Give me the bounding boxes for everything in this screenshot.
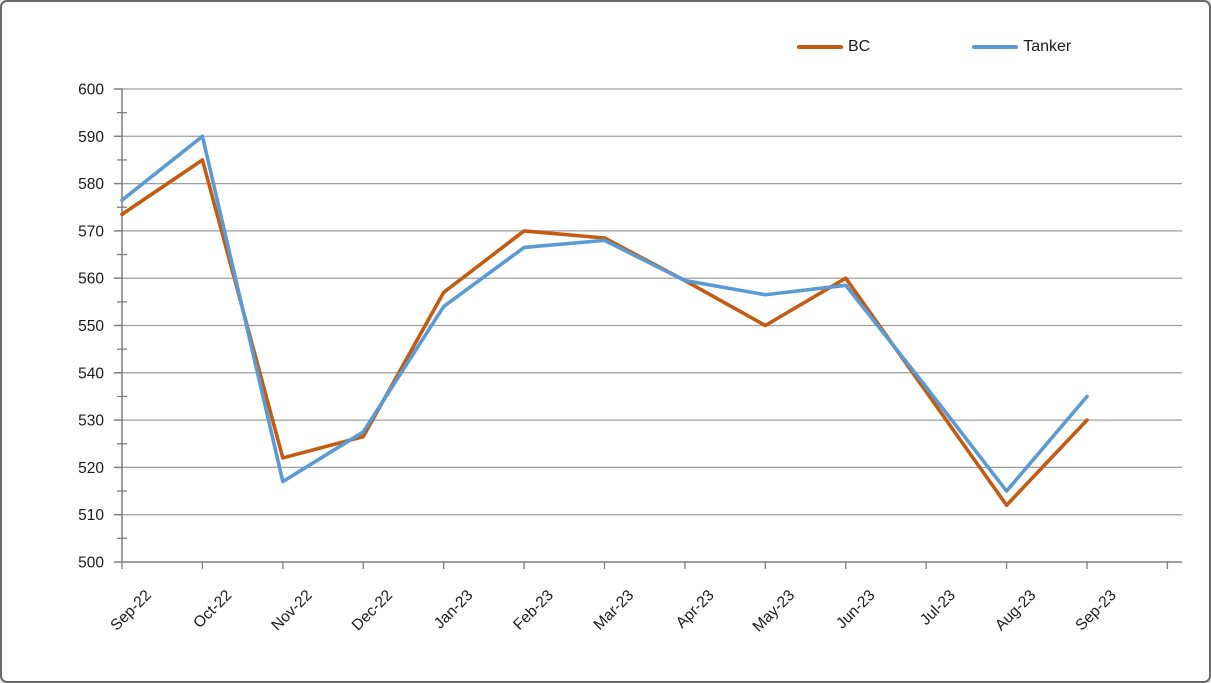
y-tick-label: 570 [78,223,104,240]
y-tick-label: 510 [78,507,104,524]
series-line-bc[interactable] [120,158,1089,508]
x-tick-label: Jun-23 [833,587,879,633]
x-tick-label: Feb-23 [510,587,557,634]
x-tick-label: Sep-23 [1072,587,1119,634]
y-tick-label: 560 [78,271,104,288]
y-tick-label: 580 [78,176,104,193]
legend-label-tanker: Tanker [1023,38,1072,55]
y-tick-label: 600 [78,82,104,99]
chart-legend: BC Tanker [797,38,1071,56]
x-tick-label: Mar-23 [591,587,638,634]
legend-item-tanker[interactable]: Tanker [972,38,1071,56]
x-tick-label: Nov-22 [268,587,315,634]
y-tick-label: 520 [78,460,104,477]
x-tick-label: Apr-23 [673,587,718,632]
x-tick-label: Aug-23 [992,587,1039,634]
x-tick-label: Sep-22 [107,587,154,634]
x-tick-label: Oct-22 [190,587,235,632]
series-line-tanker[interactable] [120,134,1089,493]
x-tick-label: Jul-23 [917,587,959,629]
x-tick-label: Jan-23 [431,587,477,633]
legend-item-bc[interactable]: BC [797,38,870,56]
y-tick-label: 550 [78,318,104,335]
y-tick-label: 530 [78,413,104,430]
y-tick-label: 540 [78,365,104,382]
x-tick-label: Dec-22 [349,587,396,634]
x-tick-label: May-23 [750,587,799,636]
y-tick-label: 500 [78,555,104,572]
bc-line-swatch-icon [797,45,843,49]
y-tick-label: 590 [78,129,104,146]
tanker-line-swatch-icon [972,45,1019,49]
legend-label-bc: BC [848,38,871,55]
